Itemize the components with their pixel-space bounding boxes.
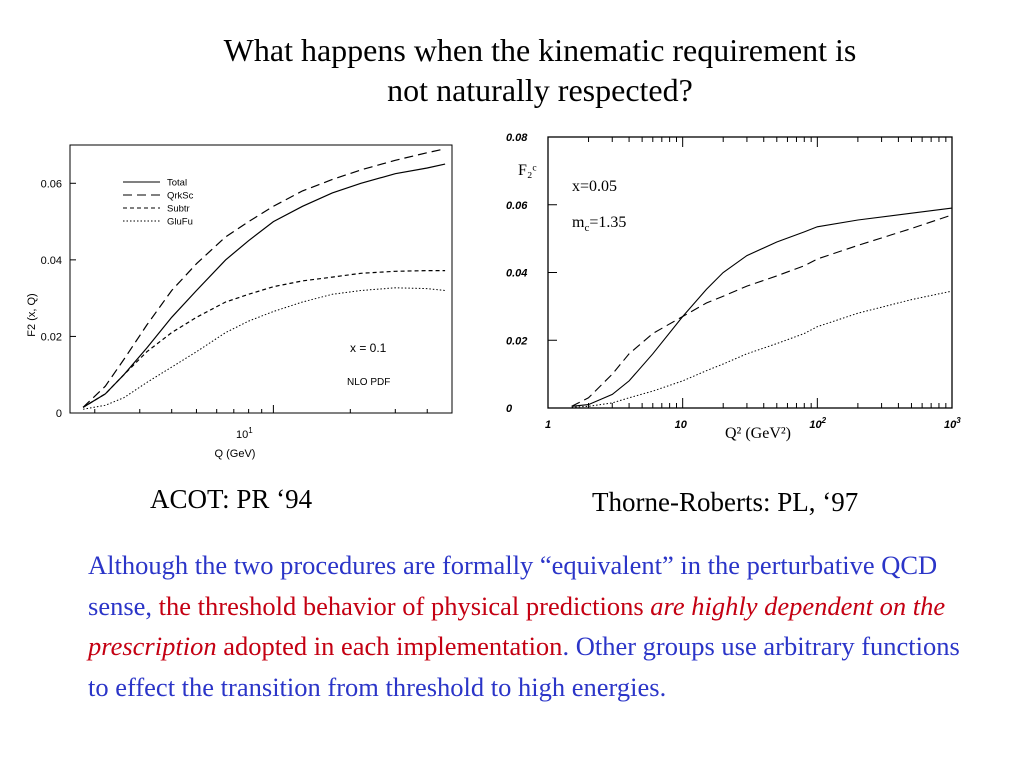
tr-annotation-mc: mc=1.35 [572,214,626,234]
acot-annotation-x: x = 0.1 [350,341,387,355]
tr-x-tick-label: 103 [944,416,961,431]
tr-y-axis-label: F₂ᶜ [518,162,537,179]
tr-series-dashed [571,214,953,407]
body-paragraph: Although the two procedures are formally… [88,545,968,707]
para-red-italic: are highly dependent on the prescription [88,590,946,662]
acot-y-tick-label: 0.06 [41,178,62,190]
acot-x-axis-label: Q (GeV) [215,448,256,460]
acot-plot-frame [69,144,453,414]
tr-y-tick-label: 0.06 [506,200,528,212]
acot-y-tick-label: 0 [56,408,62,420]
acot-legend: Total QrkSc Subtr GluFu [123,178,194,228]
para-blue-1: Although the two procedures are formally… [88,550,938,621]
acot-legend-label: Subtr [167,204,190,215]
acot-series-glufu [83,287,446,410]
tr-x-tick-label: 10 [675,419,688,431]
acot-x-tick-label: 101 [236,426,253,441]
slide-title: What happens when the kinematic requirem… [150,30,930,110]
acot-legend-label: GluFu [167,217,193,228]
para-blue-2: . Other groups use arbitrary functions t… [88,631,960,702]
caption-acot: ACOT: PR ‘94 [150,484,313,514]
tr-y-tick-label: 0.04 [506,268,527,280]
tr-annotation-x: x=0.05 [572,178,617,195]
acot-legend-label: QrkSc [167,191,194,202]
acot-series-total [82,163,446,408]
tr-y-tick-label: 0.08 [506,132,528,144]
acot-series-subtr [82,270,446,408]
tr-series-solid [571,207,953,407]
title-line-1: What happens when the kinematic requirem… [223,32,857,68]
acot-annotation-pdf: NLO PDF [347,377,390,388]
title-line-2: not naturally respected? [387,72,693,108]
tr-x-tick-label: 1 [545,419,551,431]
tr-x-axis-label: Q² (GeV²) [725,425,791,442]
tr-y-tick-label: 0.02 [506,335,527,347]
acot-y-axis-label: F2 (x, Q) [26,293,38,336]
para-red-1: the threshold behavior of physical predi… [158,590,651,621]
tr-x-tick-label: 102 [809,416,826,431]
caption-thorne-roberts: Thorne-Roberts: PL, ‘97 [592,487,859,517]
acot-chart: 0 0.02 0.04 0.06 Total QrkSc Subtr GluFu x = 0… [26,144,453,460]
thorne-roberts-chart: 0 0.02 0.04 0.06 0.08 1 10 102 103 x=0.05 mc=1.3… [506,132,961,442]
para-red-2: adopted in each implementation [216,631,563,661]
tr-series-dotted [571,290,953,408]
tr-y-tick-label: 0 [506,403,513,415]
acot-y-tick-label: 0.04 [41,255,62,267]
acot-series-qrksc [82,148,446,408]
acot-legend-label: Total [167,178,187,189]
acot-y-tick-label: 0.02 [41,331,62,343]
